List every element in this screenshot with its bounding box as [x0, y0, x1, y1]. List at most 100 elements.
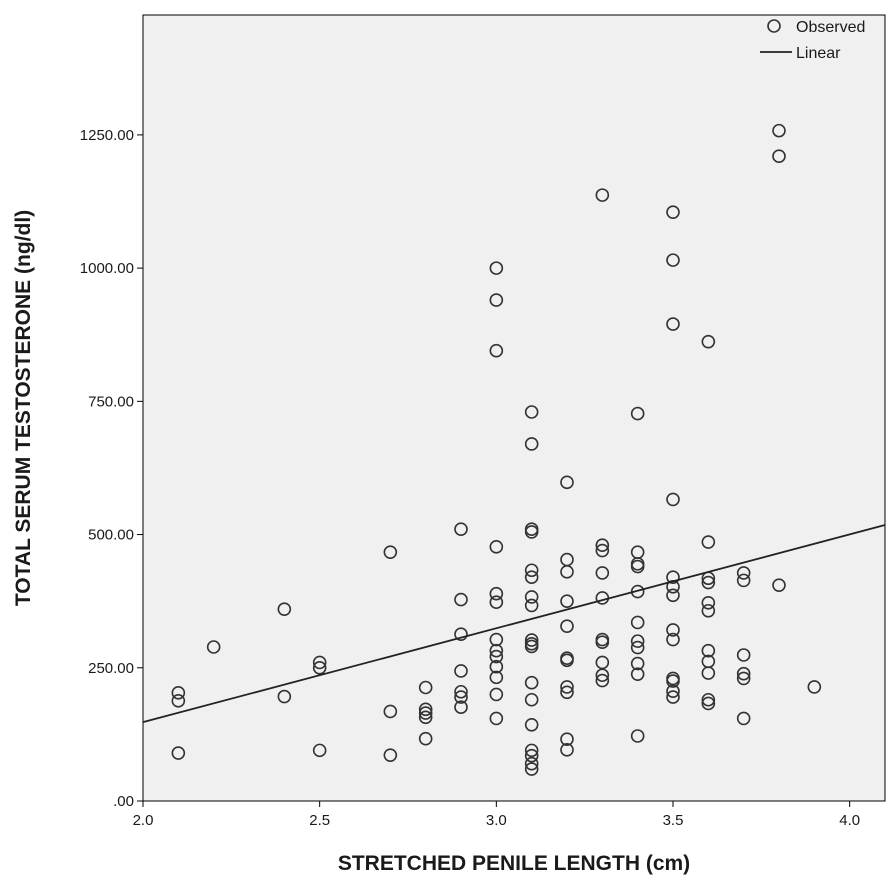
observed-point — [630, 729, 645, 743]
observed-point — [736, 666, 751, 681]
observed-point — [560, 743, 574, 757]
observed-point — [630, 559, 645, 574]
observed-point — [454, 522, 468, 537]
observed-point — [524, 525, 539, 539]
observed-point — [489, 261, 504, 275]
observed-point — [630, 656, 645, 671]
observed-point — [666, 205, 680, 219]
observed-point — [524, 692, 539, 707]
observed-point — [701, 692, 716, 707]
observed-point — [489, 649, 504, 664]
observed-point — [524, 756, 539, 771]
observed-point — [595, 673, 610, 688]
linear-fit — [142, 524, 886, 724]
observed-point — [595, 668, 610, 683]
observed-point — [418, 710, 433, 725]
x-tick-label: 3.5 — [663, 812, 684, 829]
observed-point — [560, 619, 574, 634]
observed-point — [383, 748, 398, 762]
observed-point — [560, 653, 574, 668]
observed-point — [524, 437, 539, 451]
observed-point — [736, 671, 751, 686]
observed-point — [666, 623, 680, 637]
observed-point — [277, 689, 292, 704]
observed-point — [666, 570, 680, 584]
observed-point — [701, 575, 716, 590]
observed-point — [489, 711, 504, 726]
observed-point — [489, 595, 504, 610]
observed-point — [630, 640, 645, 655]
y-axis-title: TOTAL SERUM TESTOSTERONE (ng/dl) — [12, 210, 35, 606]
observed-point — [489, 687, 504, 702]
observed-point — [524, 405, 539, 419]
observed-point — [595, 635, 610, 650]
observed-point — [701, 643, 716, 658]
legend-linear-label: Linear — [796, 45, 841, 62]
observed-point — [418, 680, 433, 695]
legend-observed-label: Observed — [796, 19, 865, 36]
observed-point — [701, 666, 716, 680]
observed-point — [454, 592, 468, 607]
observed-point — [630, 615, 645, 630]
observed-point — [560, 565, 574, 579]
observed-point — [524, 748, 539, 763]
observed-point — [772, 149, 786, 164]
observed-point — [383, 545, 398, 559]
observed-point — [666, 674, 680, 688]
observed-point — [312, 660, 327, 675]
observed-point — [772, 578, 786, 592]
x-tick-label: 4.0 — [839, 812, 860, 829]
observed-point — [489, 643, 504, 658]
observed-point — [524, 675, 539, 690]
y-axis-ticks: .00 250.00 500.00 750.00 1000.00 1250.00 — [80, 127, 143, 810]
observed-point — [666, 690, 680, 704]
observed-point — [454, 700, 468, 715]
y-tick-label: 1000.00 — [80, 260, 134, 277]
observed-point — [701, 535, 716, 549]
observed-point — [454, 690, 468, 704]
observed-point — [630, 634, 645, 648]
y-tick-label: 500.00 — [88, 527, 134, 544]
observed-point — [489, 293, 504, 307]
x-tick-label: 2.5 — [309, 812, 330, 829]
legend-observed-marker — [767, 19, 781, 33]
observed-point — [736, 711, 751, 726]
observed-point — [418, 731, 433, 746]
linear-fit-line — [142, 524, 886, 724]
observed-point — [666, 684, 680, 699]
x-axis-title: STRETCHED PENILE LENGTH (cm) — [338, 852, 690, 875]
observed-point — [489, 632, 504, 647]
y-tick-label: .00 — [113, 793, 134, 810]
observed-point — [418, 702, 433, 717]
observed-point — [489, 586, 504, 601]
observed-point — [454, 664, 468, 678]
observed-point — [277, 602, 292, 616]
observed-point — [206, 640, 221, 654]
observed-point — [701, 603, 716, 618]
observed-point — [383, 704, 398, 719]
legend: Observed Linear — [760, 19, 865, 62]
observed-point — [560, 475, 574, 490]
observed-point — [560, 594, 574, 608]
observed-point — [595, 543, 610, 558]
observed-point — [489, 659, 504, 674]
observed-point — [666, 632, 680, 647]
observed-point — [171, 694, 186, 708]
observed-point — [666, 588, 680, 603]
observed-point — [807, 680, 822, 694]
observed-point — [595, 566, 610, 580]
observed-point — [454, 684, 468, 699]
observed-point — [736, 566, 751, 580]
x-tick-label: 2.0 — [133, 812, 154, 829]
observed-point — [560, 732, 574, 746]
observed-point — [524, 717, 539, 732]
observed-point — [736, 573, 751, 588]
observed-point — [666, 253, 680, 267]
observed-point — [524, 598, 539, 613]
observed-point — [524, 639, 539, 654]
observed-point — [736, 648, 751, 662]
plot-area — [142, 14, 886, 802]
observed-point — [524, 590, 539, 604]
y-tick-label: 250.00 — [88, 660, 134, 677]
